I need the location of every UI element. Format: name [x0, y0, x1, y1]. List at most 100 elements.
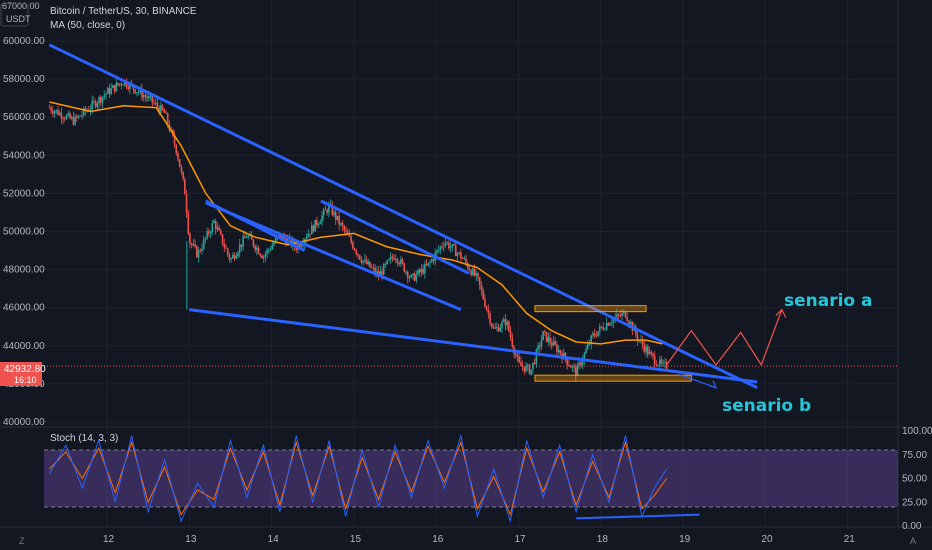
- candle-body: [136, 92, 138, 94]
- candle-body: [465, 258, 467, 263]
- candle-body: [242, 236, 244, 247]
- candle-body: [295, 246, 298, 250]
- candle-body: [518, 357, 520, 363]
- candle-body: [77, 115, 80, 118]
- time-tick-label: 12: [103, 534, 115, 545]
- candle-body: [314, 219, 316, 232]
- candle-body: [372, 267, 375, 269]
- candle-body: [545, 331, 548, 342]
- candle-body: [424, 264, 426, 274]
- candle-body: [410, 275, 412, 278]
- scenario-a-label[interactable]: senario a: [784, 291, 873, 311]
- candle-body: [492, 326, 495, 329]
- candle-body: [333, 211, 335, 215]
- candle-body: [237, 252, 239, 257]
- resistance-zone[interactable]: [534, 305, 647, 313]
- price-tick-label: 48000.00: [3, 265, 45, 276]
- candle-body: [386, 260, 388, 264]
- candle-body: [328, 204, 330, 213]
- candle-body: [340, 223, 342, 225]
- candle-body: [331, 204, 334, 215]
- scenario-a-arrowhead[interactable]: [775, 308, 787, 318]
- stoch-tick-label: 0.00: [902, 521, 922, 532]
- channel-upper-trendline[interactable]: [48, 43, 758, 390]
- drawing-layer[interactable]: [48, 43, 787, 390]
- candle-body: [353, 248, 356, 251]
- time-tick-label: 20: [761, 534, 773, 545]
- candle-body: [122, 84, 124, 86]
- candle-body: [472, 268, 474, 276]
- candle-body: [605, 323, 608, 330]
- candle-body: [525, 365, 527, 372]
- candle-body: [425, 264, 428, 266]
- price-tick-label: 52000.00: [3, 188, 45, 199]
- candle-body: [490, 323, 493, 327]
- candle-body: [494, 328, 496, 329]
- candle-body: [408, 277, 411, 279]
- support-zone[interactable]: [534, 374, 692, 382]
- candle-body: [535, 349, 538, 364]
- axis-top-value: 67000.00: [2, 1, 40, 11]
- candle-body: [129, 83, 131, 90]
- time-axis[interactable]: 12 13 14 15 16 17 18 19 20 21: [103, 534, 855, 545]
- candle-body: [216, 227, 219, 230]
- candle-body: [592, 333, 594, 336]
- symbol-title[interactable]: Bitcoin / TetherUS, 30, BINANCE: [50, 6, 197, 17]
- candle-body: [94, 101, 97, 107]
- auto-scale-button[interactable]: A: [910, 536, 916, 546]
- candle-body: [418, 269, 421, 273]
- candle-body: [598, 326, 601, 332]
- candle-body: [487, 309, 490, 314]
- candle-body: [101, 96, 104, 103]
- inner-channel-line[interactable]: [205, 201, 462, 311]
- scenario-b-arrowhead[interactable]: [708, 380, 718, 389]
- candle-body: [199, 250, 202, 252]
- candle-body: [657, 365, 659, 367]
- candle-body: [516, 355, 519, 358]
- candle-body: [338, 215, 340, 225]
- candle-body: [345, 230, 347, 232]
- candle-body: [586, 344, 589, 350]
- candle-body: [367, 261, 370, 265]
- candle-body: [583, 353, 586, 361]
- candle-body: [384, 263, 387, 265]
- channel-lower-trendline[interactable]: [189, 308, 758, 384]
- scenario-a-path[interactable]: [666, 309, 783, 367]
- candle-body: [160, 105, 162, 113]
- candle-body: [580, 362, 582, 366]
- time-tick-label: 17: [515, 534, 527, 545]
- candle-body: [653, 355, 656, 365]
- candle-body: [401, 259, 404, 264]
- candle-body: [146, 96, 148, 99]
- timezone-button[interactable]: Z: [19, 536, 25, 546]
- candle-body: [430, 259, 433, 262]
- ma-legend[interactable]: MA (50, close, 0): [50, 20, 125, 31]
- candle-body: [316, 219, 318, 226]
- candle-body: [396, 258, 399, 263]
- candle-body: [578, 362, 580, 365]
- candle-body: [406, 271, 409, 279]
- candle-body: [376, 271, 378, 274]
- candle-body: [394, 258, 397, 260]
- candle-body: [665, 362, 668, 370]
- candle-body: [182, 171, 184, 180]
- candle-body: [374, 267, 376, 274]
- candle-body: [468, 268, 471, 271]
- price-tick-label: 44000.00: [3, 341, 45, 352]
- candle-body: [537, 345, 539, 350]
- inner-channel-line[interactable]: [320, 199, 470, 275]
- candle-body: [274, 237, 277, 243]
- stoch-axis[interactable]: 100.00 75.00 50.00 25.00 0.00: [902, 426, 932, 532]
- candle-body: [226, 248, 229, 255]
- candle-body: [309, 233, 311, 235]
- candle-body: [441, 246, 443, 248]
- candle-body: [355, 250, 358, 254]
- candle-body: [81, 114, 83, 117]
- candle-body: [624, 311, 627, 318]
- scenario-b-label[interactable]: senario b: [722, 396, 811, 416]
- candle-body: [201, 248, 203, 252]
- currency-badge[interactable]: [0, 3, 29, 27]
- candle-body: [209, 232, 212, 234]
- stoch-legend[interactable]: Stoch (14, 3, 3): [50, 433, 118, 444]
